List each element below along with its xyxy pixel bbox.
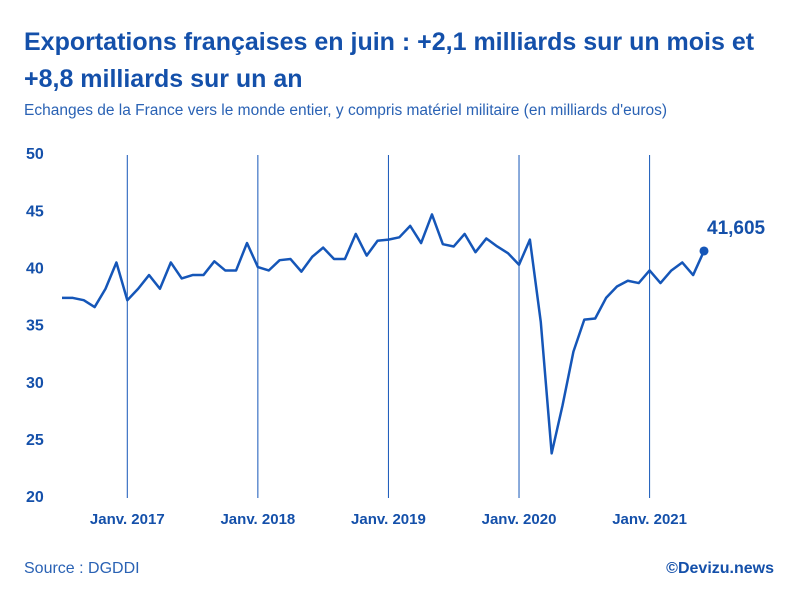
chart-subtitle: Echanges de la France vers le monde enti…: [24, 102, 668, 119]
y-tick-label: 25: [26, 432, 44, 449]
x-tick-label: Janv. 2020: [482, 511, 557, 528]
source: Source : DGDDI: [24, 560, 140, 577]
y-tick-label: 30: [26, 375, 44, 392]
x-tick-label: Janv. 2018: [220, 511, 295, 528]
y-tick-label: 35: [26, 318, 44, 335]
y-tick-label: 45: [26, 203, 44, 220]
data-label: 41,605: [707, 218, 766, 239]
credit: ©Devizu.news: [666, 560, 774, 577]
x-tick-label: Janv. 2021: [612, 511, 687, 528]
x-tick-label: Janv. 2019: [351, 511, 426, 528]
y-tick-label: 40: [26, 261, 44, 278]
point: [699, 246, 709, 256]
x-tick-label: Janv. 2017: [90, 511, 165, 528]
y-tick-label: 50: [26, 146, 44, 163]
y-tick-label: 20: [26, 489, 44, 506]
chart-title: Exportations françaises en juin : +2,1 m…: [24, 28, 755, 93]
line: [62, 213, 706, 455]
